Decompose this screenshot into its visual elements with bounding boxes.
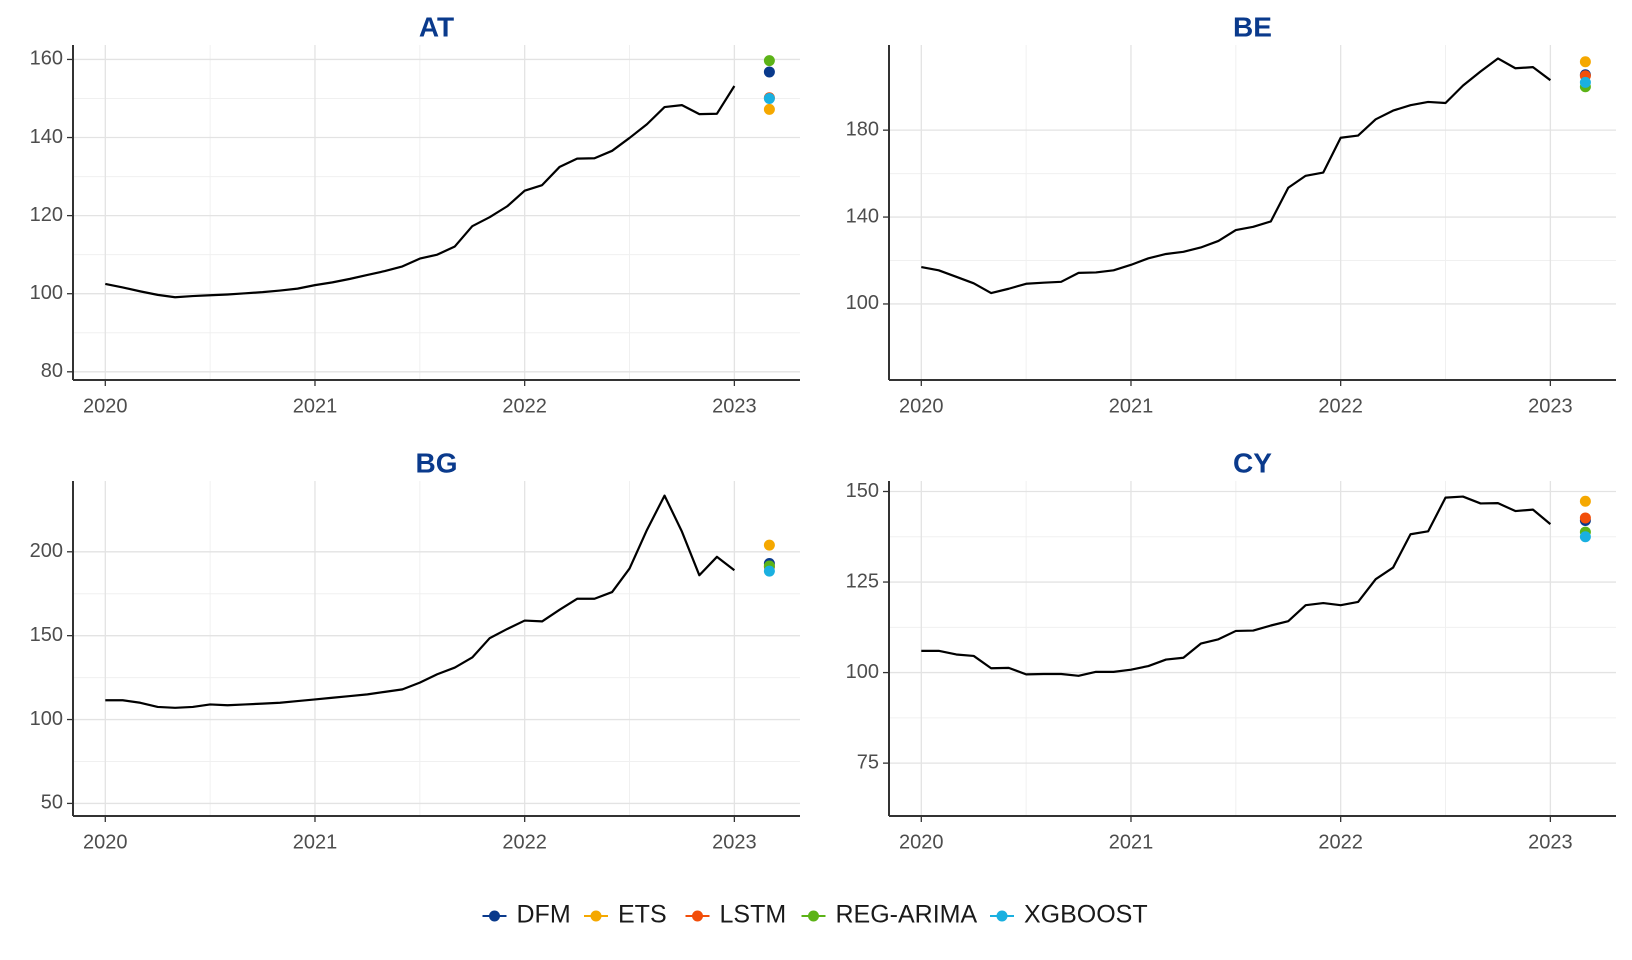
y-tick-label: 125 (846, 570, 879, 592)
y-tick-label: 80 (41, 360, 63, 382)
y-tick-label: 100 (846, 292, 879, 314)
x-tick-label: 2021 (1109, 831, 1154, 853)
x-tick-label: 2021 (293, 395, 338, 417)
panel-title: CY (1233, 447, 1272, 478)
x-tick-label: 2023 (1528, 831, 1573, 853)
forecast-point (763, 103, 775, 115)
series-line (105, 85, 736, 299)
legend-label: REG-ARIMA (836, 901, 978, 929)
x-tick-label: 2020 (899, 831, 944, 853)
panel-title: BE (1233, 11, 1272, 42)
forecast-point (1579, 531, 1591, 543)
y-tick-label: 50 (41, 792, 63, 814)
y-tick-label: 100 (30, 708, 63, 730)
panel-title: BG (416, 447, 458, 478)
x-tick-label: 2023 (1528, 395, 1573, 417)
y-tick-label: 140 (30, 126, 63, 148)
x-tick-label: 2023 (712, 831, 757, 853)
series-line (921, 57, 1552, 295)
series-line (921, 495, 1552, 677)
y-tick-label: 160 (30, 48, 63, 70)
x-tick-label: 2022 (502, 395, 547, 417)
x-tick-label: 2023 (712, 395, 757, 417)
x-tick-label: 2022 (1318, 395, 1363, 417)
forecast-point (763, 539, 775, 551)
legend-label: XGBOOST (1024, 901, 1148, 929)
forecast-point (1579, 56, 1591, 68)
series-line (105, 494, 736, 709)
forecast-point (763, 66, 775, 78)
y-tick-label: 120 (30, 204, 63, 226)
legend-key (996, 910, 1008, 922)
forecast-point (1579, 76, 1591, 88)
panel-title: AT (419, 11, 454, 42)
y-tick-label: 150 (846, 480, 879, 502)
x-tick-label: 2020 (83, 395, 128, 417)
legend-key (808, 910, 819, 922)
legend-label: DFM (517, 901, 571, 929)
x-tick-label: 2021 (293, 831, 338, 853)
y-tick-label: 150 (30, 624, 63, 646)
y-tick-label: 200 (30, 540, 63, 562)
forecast-point (1579, 512, 1591, 524)
forecast-point (763, 92, 775, 104)
forecast-point (763, 55, 775, 67)
x-tick-label: 2020 (899, 395, 944, 417)
y-tick-label: 180 (846, 118, 879, 140)
legend-key (590, 910, 602, 922)
legend-label: LSTM (720, 901, 787, 929)
x-tick-label: 2022 (502, 831, 547, 853)
x-tick-label: 2021 (1109, 395, 1154, 417)
y-tick-label: 100 (30, 282, 63, 304)
y-tick-label: 100 (846, 661, 879, 683)
forecast-point (763, 565, 775, 577)
x-tick-label: 2022 (1318, 831, 1363, 853)
y-tick-label: 75 (857, 751, 879, 773)
legend-label: ETS (618, 901, 667, 929)
legend-key (489, 910, 500, 922)
forecast-point (1579, 495, 1591, 507)
y-tick-label: 140 (846, 205, 879, 227)
x-tick-label: 2020 (83, 831, 128, 853)
legend-key (692, 910, 703, 922)
